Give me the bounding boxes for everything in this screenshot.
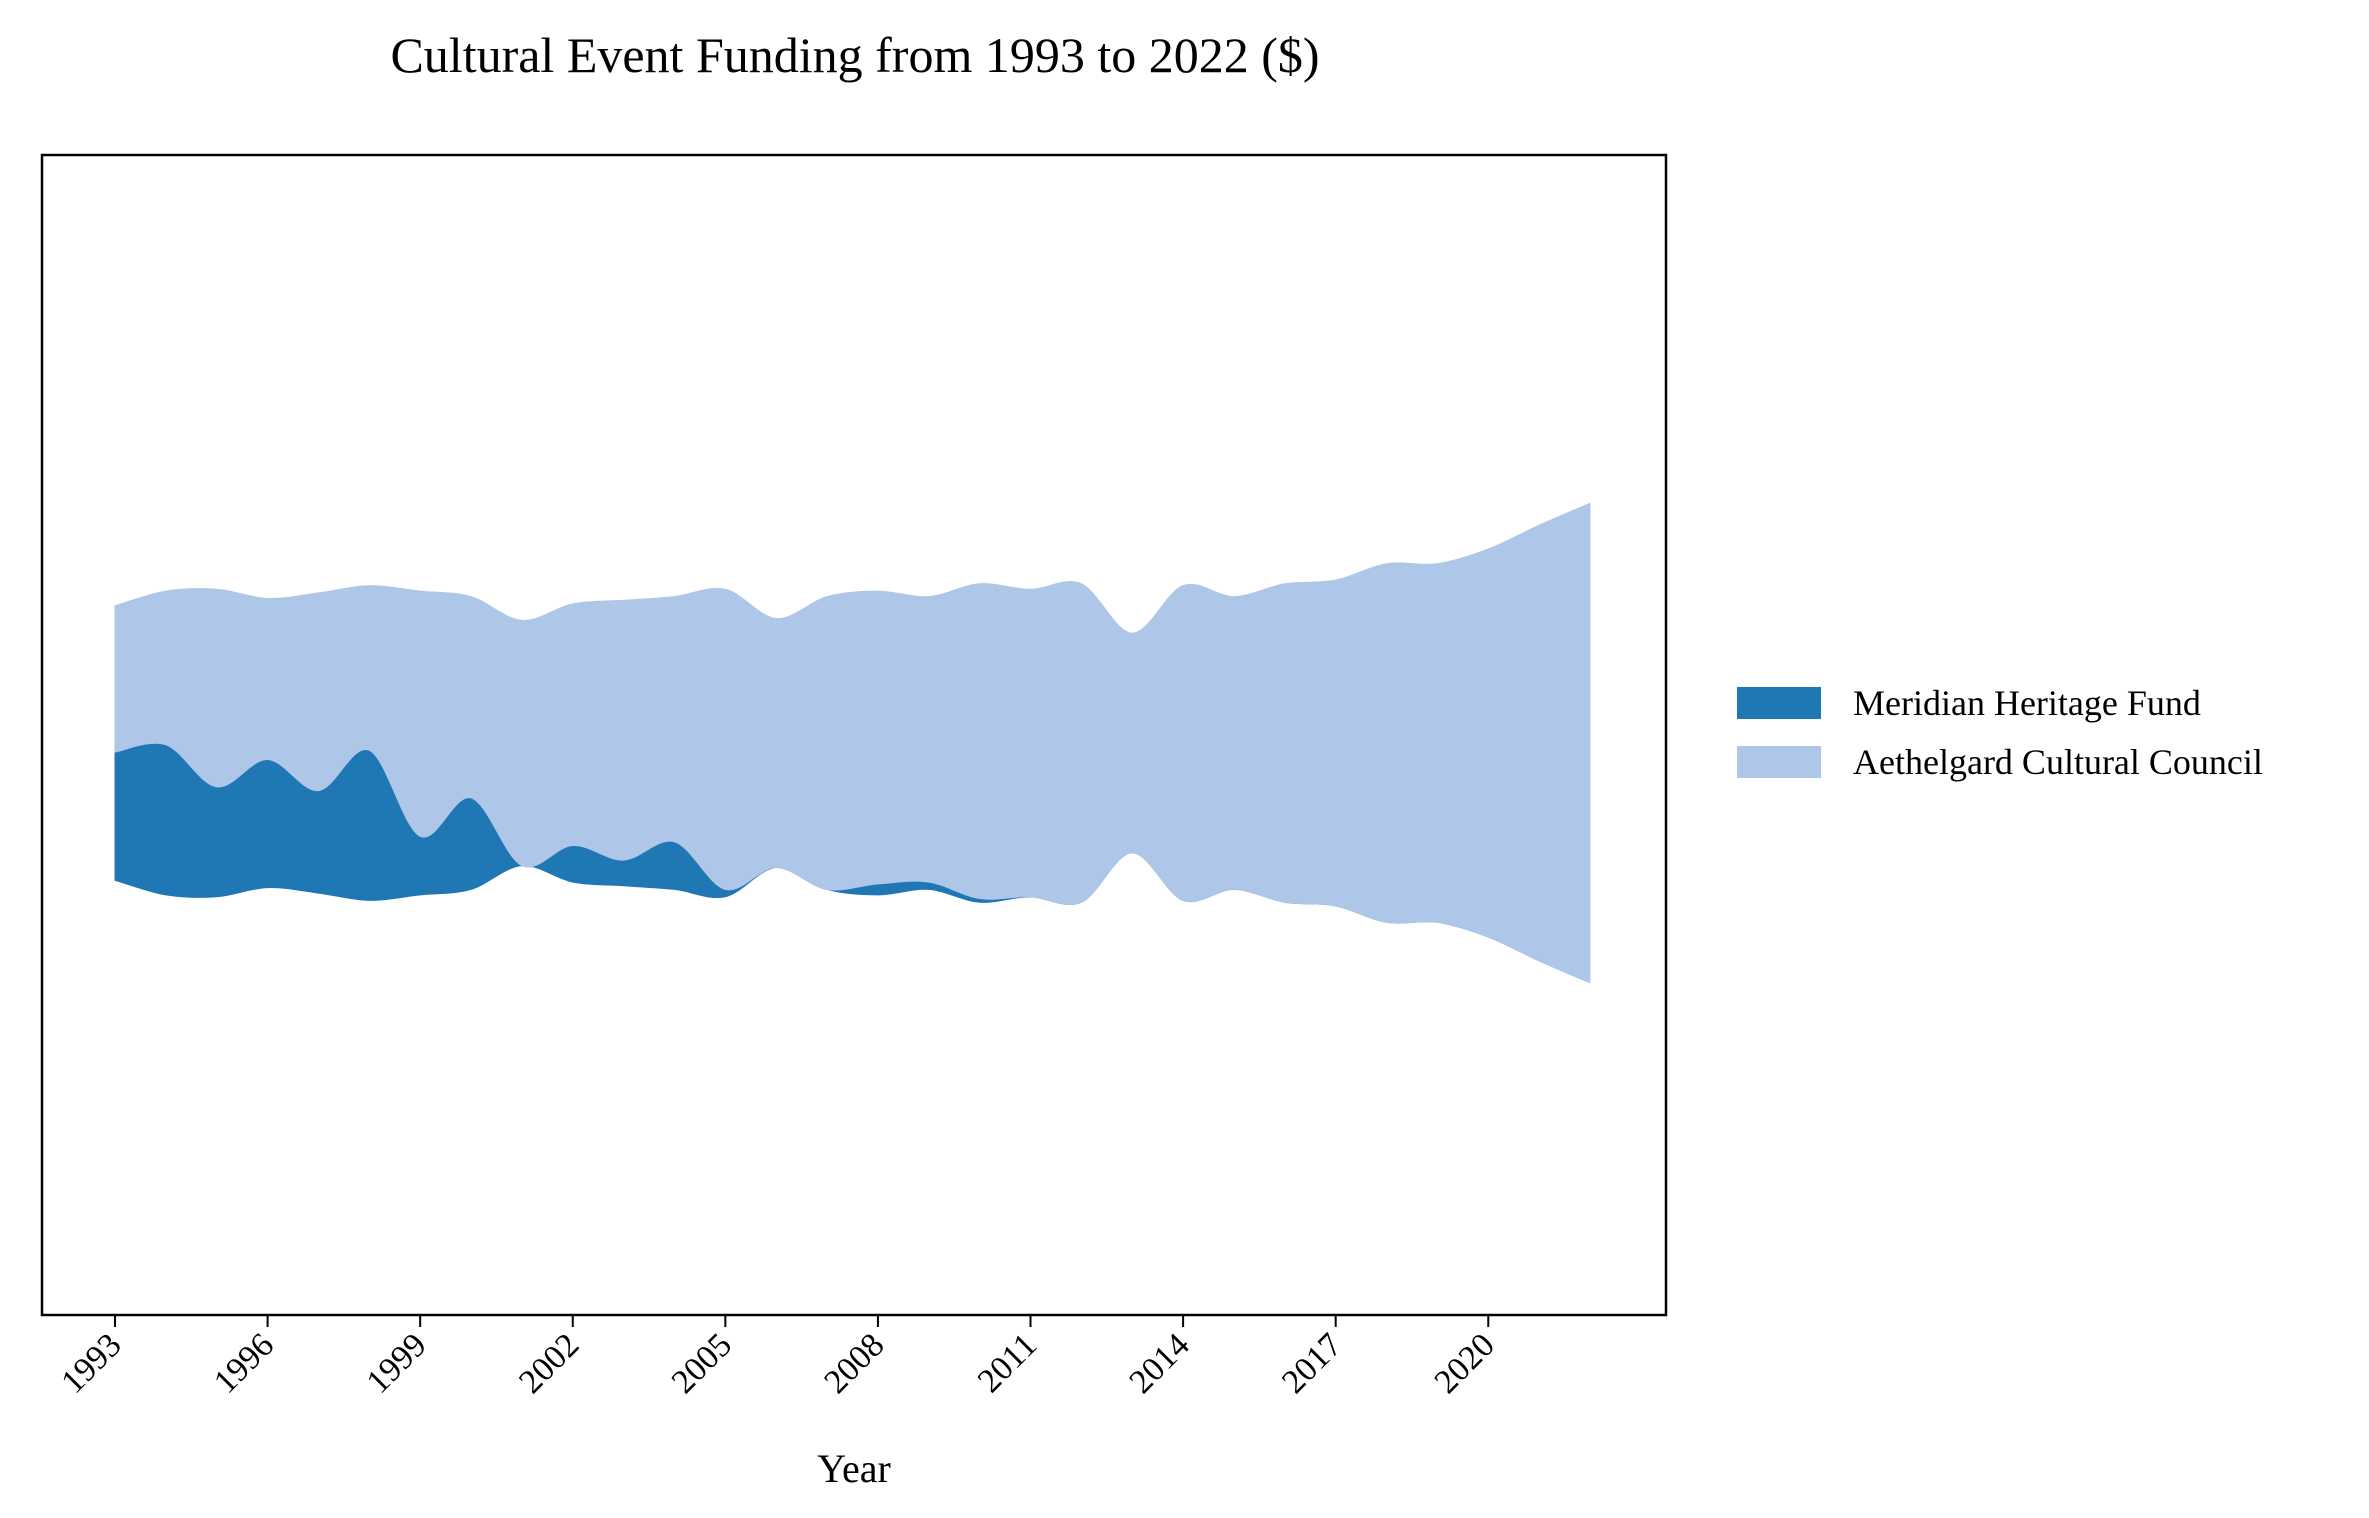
stream-aethelgard-cultural-council bbox=[114, 502, 1591, 984]
legend-label: Aethelgard Cultural Council bbox=[1853, 742, 2263, 782]
x-axis: 1993 1996 1999 2002 2005 2008 2011 2014 2017 2020 bbox=[54, 1315, 1502, 1401]
x-tick-label: 1996 bbox=[207, 1326, 281, 1400]
x-tick-label: 1993 bbox=[54, 1326, 128, 1400]
x-axis-label: Year bbox=[817, 1446, 891, 1491]
x-tick-label: 2005 bbox=[665, 1326, 739, 1400]
chart-title: Cultural Event Funding from 1993 to 2022… bbox=[390, 27, 1319, 83]
x-tick-label: 2011 bbox=[971, 1326, 1044, 1399]
legend: Meridian Heritage Fund Aethelgard Cultura… bbox=[1737, 683, 2263, 782]
x-tick-label: 2017 bbox=[1275, 1326, 1349, 1400]
x-tick-label: 2002 bbox=[512, 1326, 586, 1400]
legend-label: Meridian Heritage Fund bbox=[1853, 683, 2201, 723]
plot-frame bbox=[40, 153, 1668, 1317]
x-tick-label: 1999 bbox=[360, 1326, 434, 1400]
legend-swatch bbox=[1737, 687, 1821, 719]
x-tick-label: 2014 bbox=[1123, 1326, 1197, 1400]
plot-area bbox=[114, 502, 1591, 984]
x-tick-label: 2020 bbox=[1428, 1326, 1502, 1400]
x-tick-label: 2008 bbox=[817, 1326, 891, 1400]
legend-swatch bbox=[1737, 746, 1821, 778]
